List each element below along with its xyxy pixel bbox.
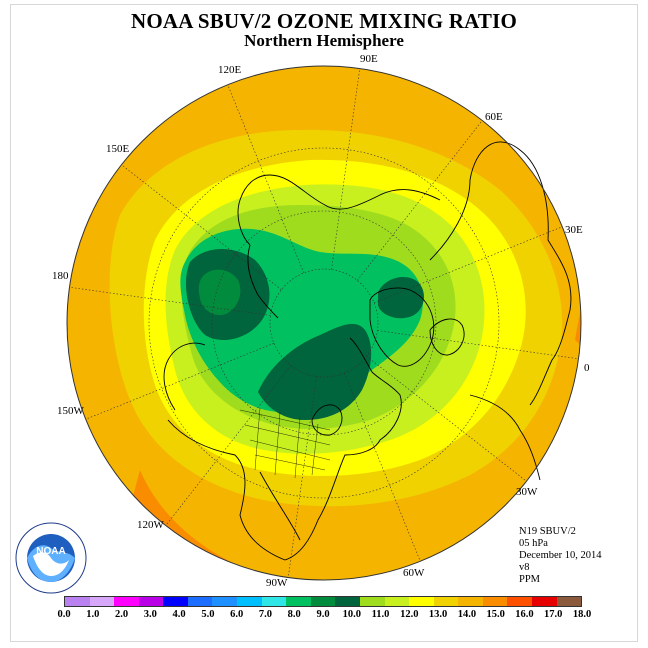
info-pressure: 05 hPa	[519, 538, 548, 549]
colorbar-tick-label: 8.0	[287, 609, 301, 620]
meridian-line	[377, 330, 579, 360]
lon-label-0: 0	[584, 362, 590, 374]
lon-label-90e: 90E	[360, 53, 378, 65]
info-date: December 10, 2014	[519, 550, 602, 561]
colorbar-swatch	[212, 597, 238, 606]
lon-label-30w: 30W	[516, 486, 538, 498]
colorbar-tick-label: 10.0	[342, 609, 361, 620]
lon-label-60e: 60E	[485, 111, 503, 123]
colorbar-tick-label: 1.0	[86, 609, 100, 620]
meridian-line	[343, 372, 421, 562]
colorbar-tick-label: 5.0	[201, 609, 215, 620]
colorbar-tick-label: 9.0	[316, 609, 330, 620]
colorbar-labels: 0.0 1.0 2.0 3.0 4.0 5.0 6.0 7.0 8.0 9.0 10.0 11.0 12…	[44, 609, 602, 623]
map-border	[66, 65, 582, 581]
colorbar-swatch	[335, 597, 360, 606]
colorbar-tick-label: 2.0	[114, 609, 129, 620]
coastlines	[163, 141, 572, 561]
colorbar-swatch	[433, 597, 459, 606]
colorbar-swatch	[237, 597, 262, 606]
colorbar-swatch	[187, 597, 213, 606]
colorbar-swatch	[359, 597, 385, 606]
lon-label-90w: 90W	[266, 577, 288, 589]
meridian-line	[121, 164, 282, 290]
lon-label-60w: 60W	[403, 567, 425, 579]
logo-text: NOAA	[36, 546, 65, 557]
contour-10-polar	[258, 323, 372, 420]
info-satellite: N19 SBUV/2	[519, 526, 576, 537]
meridian-line	[85, 342, 275, 420]
colorbar-tick-label: 4.0	[172, 609, 186, 620]
meridian-line	[331, 68, 361, 270]
colorbar-tick-label: 16.0	[515, 609, 534, 620]
colorbar-swatch	[138, 597, 164, 606]
lon-label-120e: 120E	[218, 64, 242, 76]
lon-label-120w: 120W	[137, 519, 165, 531]
info-block: N19 SBUV/2 05 hPa December 10, 2014 v8 P…	[519, 526, 602, 586]
meridian-line	[227, 84, 305, 274]
lon-label-150w: 150W	[57, 405, 85, 417]
colorbar-tick-label: 15.0	[486, 609, 505, 620]
colorbar-tick-label: 0.0	[57, 609, 71, 620]
colorbar-tick-label: 13.0	[428, 609, 448, 620]
contour-10-europe	[378, 277, 424, 319]
meridian-line	[69, 286, 271, 316]
colorbar-tick-label: 12.0	[400, 609, 419, 620]
colorbar-swatch	[89, 597, 115, 606]
colorbar-swatch	[409, 597, 434, 606]
colorbar-swatch	[556, 597, 582, 606]
figure-frame	[10, 4, 638, 642]
colorbar-swatch	[384, 597, 410, 606]
contour-10-pacific-core	[198, 269, 241, 316]
colorbar-tick-label: 7.0	[258, 609, 272, 620]
info-units: PPM	[519, 574, 541, 585]
colorbar-swatch	[261, 597, 287, 606]
colorbar-tick-label: 18.0	[572, 609, 592, 620]
colorbar-swatch	[482, 597, 508, 606]
colorbar-tick-label: 14.0	[457, 609, 477, 620]
colorbar-swatch	[114, 597, 139, 606]
colorbar	[64, 596, 582, 607]
ozone-contours	[67, 66, 581, 580]
colorbar-swatch	[163, 597, 188, 606]
colorbar-tick-label: 11.0	[371, 609, 390, 620]
colorbar-tick-label: 17.0	[544, 609, 563, 620]
colorbar-swatch	[458, 597, 483, 606]
meridian-line	[366, 356, 527, 482]
colorbar-swatch	[310, 597, 336, 606]
lon-label-180: 180	[52, 270, 69, 282]
meridian-line	[287, 376, 317, 578]
colorbar-tick-label: 3.0	[143, 609, 157, 620]
colorbar-swatch	[65, 597, 90, 606]
colorbar-swatch	[531, 597, 557, 606]
lon-label-30e: 30E	[565, 224, 583, 236]
lon-label-150e: 150E	[106, 143, 130, 155]
us-state-borders	[239, 407, 331, 479]
meridian-line	[357, 120, 483, 281]
noaa-logo-icon: NOAA	[15, 522, 87, 594]
meridian-line	[373, 226, 563, 304]
colorbar-swatch	[286, 597, 311, 606]
colorbar-swatch	[507, 597, 532, 606]
info-version: v8	[519, 562, 530, 573]
meridian-lines	[69, 68, 579, 578]
meridian-line	[165, 365, 291, 526]
colorbar-tick-label: 6.0	[230, 609, 244, 620]
page-subtitle: Northern Hemisphere	[244, 31, 404, 50]
page-title: NOAA SBUV/2 OZONE MIXING RATIO	[131, 9, 517, 33]
contour-16-east	[575, 270, 581, 380]
